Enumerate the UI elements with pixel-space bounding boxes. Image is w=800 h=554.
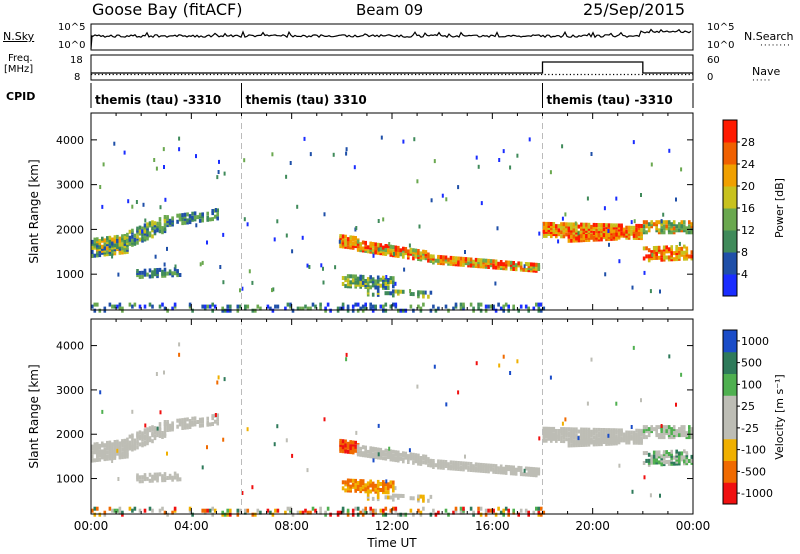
freq-panel-frame bbox=[90, 54, 694, 81]
freq-line bbox=[91, 61, 693, 74]
velocity-ytick-label: 3000 bbox=[56, 384, 84, 397]
power-colorbar-swatch bbox=[723, 208, 737, 231]
velocity-colorbar-label: -1000 bbox=[741, 487, 773, 500]
noise-right-tick-top: 10^5 bbox=[707, 22, 734, 33]
power-colorbar-title: Power [dB] bbox=[773, 178, 786, 238]
cpid-segment-label: themis (tau) -3310 bbox=[95, 93, 221, 107]
xtick-label: 08:00 bbox=[274, 519, 309, 533]
velocity-colorbar-swatch bbox=[723, 482, 737, 505]
velocity-colorbar-swatch bbox=[723, 460, 737, 483]
nave-legend-dots: ····· bbox=[752, 76, 772, 86]
velocity-ytick-label: 1000 bbox=[56, 473, 84, 486]
power-colorbar-label: 20 bbox=[741, 180, 755, 193]
power-colorbar-label: 8 bbox=[741, 246, 748, 259]
velocity-colorbar-label: -25 bbox=[741, 422, 759, 435]
velocity-colorbar-swatch bbox=[723, 330, 737, 353]
power-ytick-label: 2000 bbox=[56, 223, 84, 236]
noise-left-tick-top: 10^5 bbox=[58, 22, 85, 33]
nsky-label: N.Sky bbox=[3, 30, 35, 43]
nsearch-legend-dots: ········ bbox=[760, 41, 791, 51]
power-ytick-label: 3000 bbox=[56, 179, 84, 192]
velocity-ytick-label: 4000 bbox=[56, 340, 84, 353]
xtick-label: 04:00 bbox=[174, 519, 209, 533]
velocity-colorbar-label: 500 bbox=[741, 357, 762, 370]
freq-right-tick-bottom: 0 bbox=[707, 72, 713, 83]
nave-label: Nave bbox=[752, 65, 781, 78]
velocity-colorbar-label: 1000 bbox=[741, 335, 769, 348]
velocity-colorbar-swatch bbox=[723, 438, 737, 461]
velocity-colorbar-frame bbox=[722, 329, 738, 505]
power-colorbar-swatch bbox=[723, 120, 737, 143]
xtick-label: 16:00 bbox=[475, 519, 510, 533]
power-colorbar-label: 28 bbox=[741, 136, 755, 149]
velocity-colorbar-label: -100 bbox=[741, 444, 766, 457]
noise-panel-frame bbox=[90, 23, 694, 51]
velocity-colorbar-swatch bbox=[723, 417, 737, 440]
freq-right-tick-top: 60 bbox=[707, 55, 720, 66]
velocity-colorbar-label: 25 bbox=[741, 400, 755, 413]
noise-left-tick-bottom: 10^0 bbox=[58, 40, 85, 51]
power-colorbar-swatch bbox=[723, 252, 737, 275]
velocity-colorbar-swatch bbox=[723, 373, 737, 396]
velocity-colorbar-swatch bbox=[723, 395, 737, 418]
freq-label-line1: Freq. bbox=[8, 53, 33, 64]
beam-title: Beam 09 bbox=[356, 1, 424, 19]
power-colorbar-label: 12 bbox=[741, 224, 755, 237]
cpid-segment-label: themis (tau) 3310 bbox=[246, 93, 367, 107]
xtick-label: 00:00 bbox=[676, 519, 711, 533]
station-title: Goose Bay (fitACF) bbox=[92, 0, 243, 19]
power-colorbar-swatch bbox=[723, 274, 737, 297]
xtick-label: 12:00 bbox=[375, 519, 410, 533]
velocity-colorbar-swatch bbox=[723, 351, 737, 374]
x-axis-label: Time UT bbox=[366, 536, 417, 550]
velocity-colorbar-label: 100 bbox=[741, 378, 762, 391]
power-colorbar-label: 16 bbox=[741, 202, 755, 215]
freq-left-tick-top: 18 bbox=[70, 55, 83, 66]
power-colorbar-label: 24 bbox=[741, 158, 755, 171]
power-ytick-label: 1000 bbox=[56, 268, 84, 281]
power-colorbar-swatch bbox=[723, 230, 737, 253]
power-ytick-label: 4000 bbox=[56, 134, 84, 147]
power-colorbar-swatch bbox=[723, 142, 737, 165]
power-colorbar-swatch bbox=[723, 186, 737, 209]
date-title: 25/Sep/2015 bbox=[583, 0, 686, 19]
velocity-ylabel: Slant Range [km] bbox=[27, 364, 41, 468]
nsearch-label: N.Search bbox=[744, 30, 794, 43]
power-colorbar-swatch bbox=[723, 164, 737, 187]
freq-label-line2: [MHz] bbox=[4, 64, 34, 75]
power-colorbar-label: 4 bbox=[741, 268, 748, 281]
power-ylabel: Slant Range [km] bbox=[27, 159, 41, 263]
noise-right-tick-bottom: 10^0 bbox=[707, 40, 734, 51]
xtick-label: 00:00 bbox=[74, 519, 109, 533]
freq-left-tick-bottom: 8 bbox=[74, 72, 80, 83]
velocity-heatmap-cells bbox=[91, 342, 694, 517]
power-heatmap-cells bbox=[91, 135, 694, 313]
velocity-colorbar-title: Velocity [m s⁻¹] bbox=[773, 374, 786, 459]
velocity-ytick-label: 2000 bbox=[56, 428, 84, 441]
cpid-label: CPID bbox=[6, 90, 36, 103]
velocity-colorbar-label: -500 bbox=[741, 465, 766, 478]
xtick-label: 20:00 bbox=[575, 519, 610, 533]
noise-sky-line bbox=[90, 28, 692, 50]
cpid-segment-label: themis (tau) -3310 bbox=[547, 93, 673, 107]
